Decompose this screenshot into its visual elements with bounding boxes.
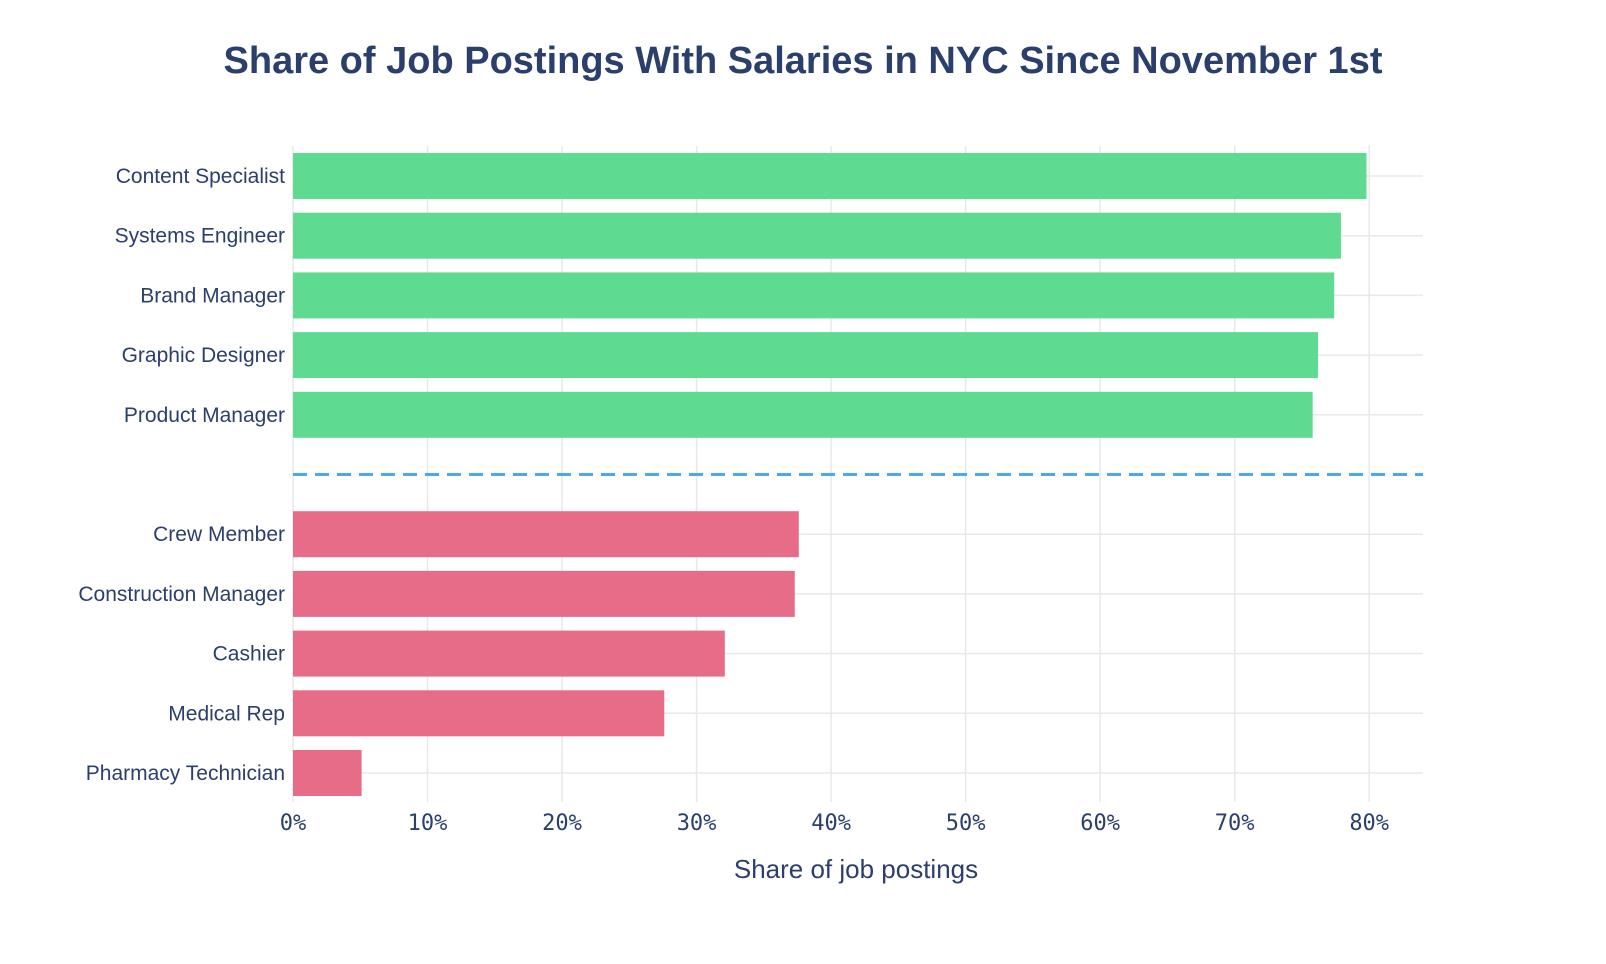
bar-systems-engineer[interactable] bbox=[293, 212, 1341, 259]
category-labels: Content Specialist Systems Engineer Brand … bbox=[78, 165, 285, 785]
bar-crew-member[interactable] bbox=[293, 511, 799, 558]
x-tick-label: 0% bbox=[280, 811, 307, 836]
bar-construction-manager[interactable] bbox=[293, 570, 795, 617]
category-label: Content Specialist bbox=[116, 165, 285, 188]
category-label: Graphic Designer bbox=[122, 344, 285, 367]
bar-content-specialist[interactable] bbox=[293, 153, 1367, 199]
x-axis-title: Share of job postings bbox=[734, 854, 978, 884]
bar-brand-manager[interactable] bbox=[293, 272, 1335, 319]
category-label: Brand Manager bbox=[140, 284, 285, 307]
x-tick-label: 60% bbox=[1080, 811, 1120, 836]
category-label: Product Manager bbox=[124, 404, 285, 427]
bar-cashier[interactable] bbox=[293, 630, 725, 677]
category-label: Systems Engineer bbox=[115, 225, 285, 248]
category-label: Crew Member bbox=[153, 523, 285, 546]
x-tick-label: 70% bbox=[1215, 811, 1255, 836]
category-label: Construction Manager bbox=[78, 583, 285, 606]
x-tick-label: 20% bbox=[542, 811, 582, 836]
x-tick-label: 10% bbox=[408, 811, 448, 836]
bar-medical-rep[interactable] bbox=[293, 690, 665, 737]
x-tick-label: 30% bbox=[677, 811, 717, 836]
x-tick-label: 80% bbox=[1349, 811, 1389, 836]
category-label: Medical Rep bbox=[168, 702, 285, 725]
bar-pharmacy-technician[interactable] bbox=[293, 750, 362, 796]
category-label: Pharmacy Technician bbox=[86, 762, 285, 785]
chart-title: Share of Job Postings With Salaries in N… bbox=[223, 40, 1383, 82]
bars bbox=[293, 153, 1367, 796]
bar-product-manager[interactable] bbox=[293, 391, 1313, 438]
bar-graphic-designer[interactable] bbox=[293, 332, 1319, 379]
x-tick-labels: 0% 10% 20% 30% 40% 50% 60% 70% 80% bbox=[280, 811, 1389, 836]
x-tick-label: 40% bbox=[811, 811, 851, 836]
category-label: Cashier bbox=[213, 643, 285, 666]
x-tick-label: 50% bbox=[946, 811, 986, 836]
